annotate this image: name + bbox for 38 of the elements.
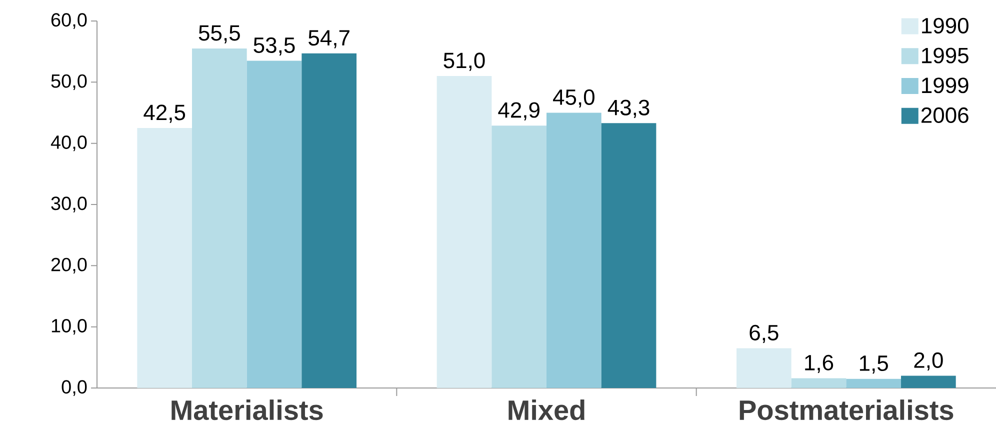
bar <box>302 53 357 388</box>
bar <box>492 126 547 388</box>
bar <box>901 376 956 388</box>
bar <box>736 348 792 388</box>
bar <box>601 123 656 388</box>
bar <box>791 378 846 388</box>
y-tick-label: 40,0 <box>50 135 87 152</box>
data-label: 1,5 <box>860 356 888 374</box>
bar <box>546 112 602 388</box>
legend-label: 1990 <box>922 18 968 34</box>
y-tick-label: 50,0 <box>51 74 87 90</box>
data-label: 42,9 <box>498 102 540 120</box>
data-label: 51,0 <box>444 52 485 71</box>
bar <box>246 60 302 388</box>
y-tick-label: 20,0 <box>51 258 87 274</box>
data-label: 43,3 <box>608 100 650 118</box>
x-tick-label: Mixed <box>508 400 584 420</box>
data-label: 55,5 <box>198 25 240 44</box>
legend-label: 1995 <box>922 48 968 64</box>
data-label: 54,7 <box>308 30 350 48</box>
bar <box>846 378 902 388</box>
bar <box>137 128 192 388</box>
y-tick-label: 10,0 <box>52 318 87 335</box>
data-label: 53,5 <box>254 37 295 56</box>
x-tick-label: Postmaterialists <box>740 400 954 420</box>
data-label: 1,6 <box>805 354 834 374</box>
y-tick-label: 0,0 <box>62 380 87 396</box>
bar <box>436 76 492 388</box>
y-tick-label: 60,0 <box>51 13 87 29</box>
data-label: 6,5 <box>750 324 778 344</box>
x-tick-label: Materialists <box>172 400 323 420</box>
y-tick-label: 30,0 <box>51 196 87 212</box>
legend-label: 1999 <box>922 78 968 94</box>
bar <box>192 48 247 388</box>
data-label: 2,0 <box>914 352 943 371</box>
legend-label: 2006 <box>922 107 968 124</box>
data-label: 42,5 <box>144 104 186 123</box>
data-label: 45,0 <box>553 89 594 108</box>
